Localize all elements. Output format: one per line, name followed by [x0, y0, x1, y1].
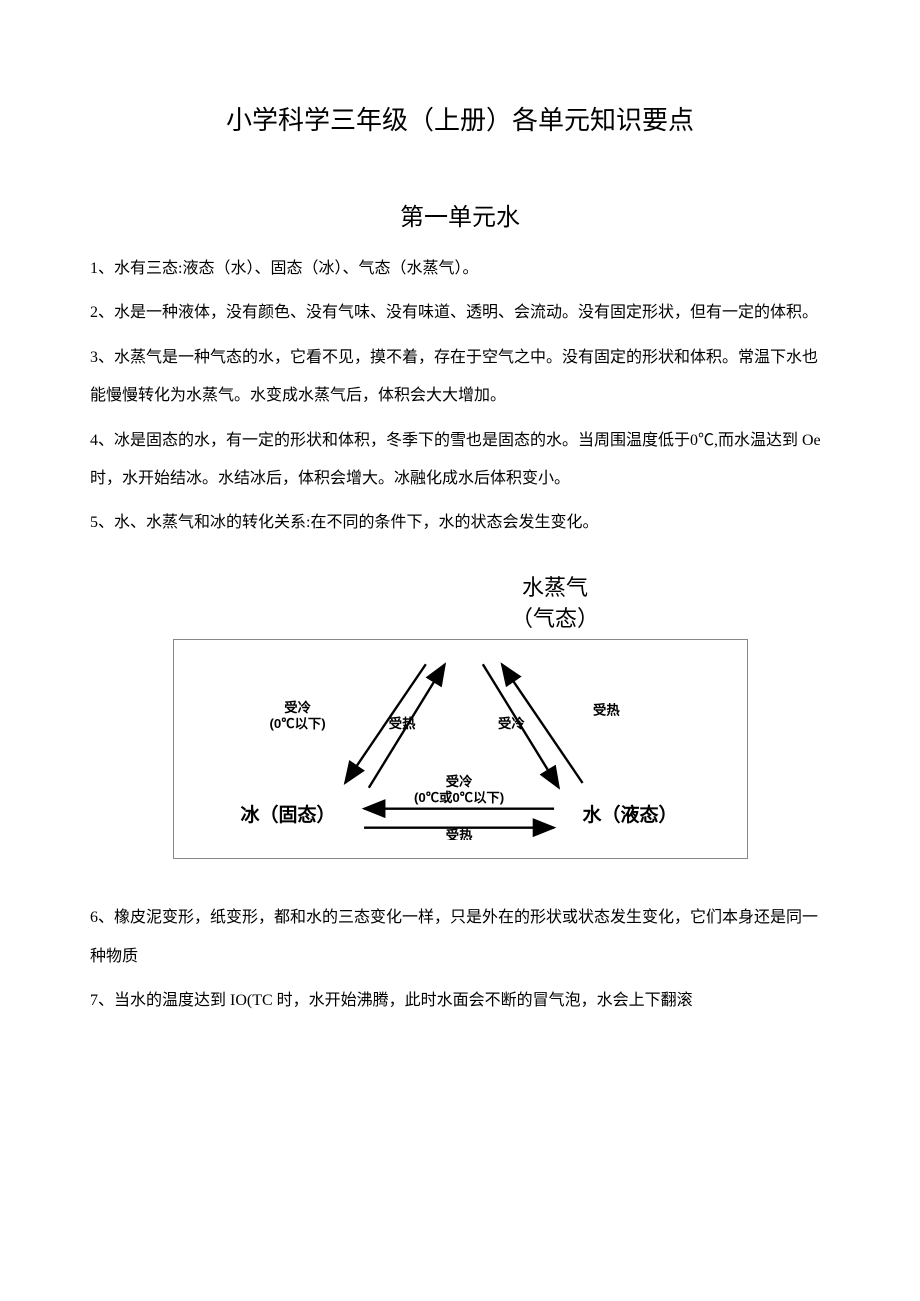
edge-label: 受冷 [498, 715, 525, 731]
edge-label: 受冷 [284, 699, 311, 715]
paragraph-1: 1、水有三态:液态（水）、固态（冰）、气态（水蒸气）。 [90, 250, 830, 288]
diagram-top-label: 水蒸气 （气态） [363, 573, 748, 635]
vapor-label-line1: 水蒸气 [522, 575, 588, 600]
edge-label: 受热 [593, 702, 620, 718]
water-node-label: 水（液态） [582, 803, 677, 826]
edge-label: 受热 [388, 715, 415, 731]
edge-label: (0℃以下) [269, 716, 325, 731]
main-title: 小学科学三年级（上册）各单元知识要点 [90, 100, 830, 137]
paragraph-7: 7、当水的温度达到 IO(TC 时，水开始沸腾，此时水面会不断的冒气泡，水会上下… [90, 982, 830, 1020]
paragraph-4: 4、冰是固态的水，有一定的形状和体积，冬季下的雪也是固态的水。当周围温度低于0℃… [90, 422, 830, 499]
state-diagram: 水蒸气 （气态） 冰（固态） 水（液态） [173, 573, 748, 860]
paragraph-2: 2、水是一种液体，没有颜色、没有气味、没有味道、透明、会流动。没有固定形状，但有… [90, 294, 830, 332]
edge-label: 受冷 [445, 773, 472, 789]
unit-title: 第一单元水 [90, 197, 830, 232]
edge-label: (0℃或0℃以下) [414, 789, 504, 805]
diagram-svg: 冰（固态） 水（液态） 受冷 (0℃以下) 受热 受冷 受热 受冷 (0℃或0℃… [184, 650, 737, 840]
paragraph-6: 6、橡皮泥变形，纸变形，都和水的三态变化一样，只是外在的形状或状态发生变化，它们… [90, 899, 830, 976]
ice-node-label: 冰（固态） [240, 803, 335, 826]
paragraph-5: 5、水、水蒸气和冰的转化关系:在不同的条件下，水的状态会发生变化。 [90, 504, 830, 542]
diagram-box: 冰（固态） 水（液态） 受冷 (0℃以下) 受热 受冷 受热 受冷 (0℃或0℃… [173, 639, 748, 859]
paragraph-3: 3、水蒸气是一种气态的水，它看不见，摸不着，存在于空气之中。没有固定的形状和体积… [90, 339, 830, 416]
vapor-label-line2: （气态） [511, 606, 599, 631]
edge-label: 受热 [445, 827, 472, 840]
